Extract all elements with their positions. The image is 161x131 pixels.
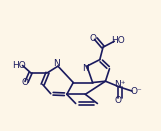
- Text: O: O: [90, 34, 97, 43]
- Text: N: N: [53, 59, 60, 68]
- Text: N: N: [82, 64, 89, 73]
- Text: HO: HO: [12, 61, 25, 70]
- Text: O: O: [21, 78, 28, 87]
- Text: N⁺: N⁺: [114, 80, 126, 89]
- Text: O: O: [114, 96, 122, 105]
- Text: HO: HO: [111, 36, 124, 45]
- Text: O⁻: O⁻: [130, 87, 142, 95]
